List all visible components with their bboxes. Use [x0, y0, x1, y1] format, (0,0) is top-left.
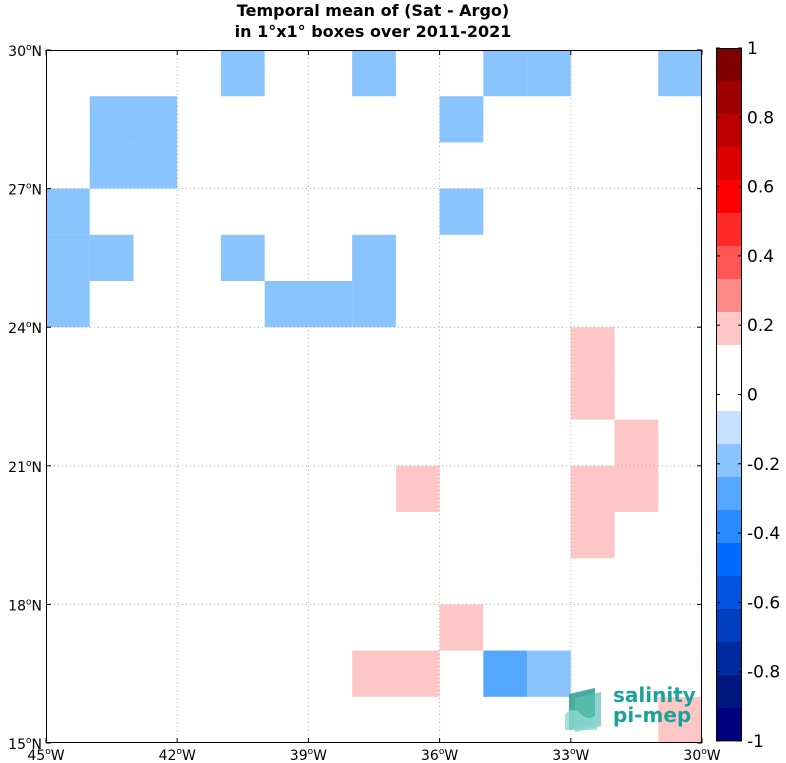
colorbar-label: 0.8: [747, 108, 774, 128]
colorbar-segment: [716, 675, 742, 709]
x-tick-label: 45oW: [27, 747, 64, 763]
heatmap-cell: [352, 281, 396, 328]
heatmap-cell: [439, 96, 484, 143]
colorbar-segment: [716, 411, 742, 445]
colorbar-segment: [716, 279, 742, 313]
colorbar-segment: [716, 576, 742, 610]
colorbar-segment: [716, 444, 742, 478]
y-tick-label: 24oN: [8, 320, 42, 337]
colorbar-label: -0.2: [747, 455, 780, 475]
colorbar-segment: [716, 477, 742, 511]
heatmap-cell: [308, 281, 353, 328]
colorbar-segment: [716, 246, 742, 280]
axis-ticks: 45oW 42oW 39oW 36oW 33oW 30oW 30oN 27oN 24oN 21oN…: [8, 43, 721, 763]
colorbar-label: -0.6: [747, 593, 780, 613]
x-tick-label: 42oW: [159, 747, 196, 763]
heatmap-cell: [46, 234, 90, 281]
heatmap-cell: [46, 281, 90, 328]
heatmap-cell: [264, 281, 309, 328]
heatmap-cell: [395, 465, 440, 512]
heatmap-cell: [658, 50, 702, 97]
colorbar-segment: [716, 180, 742, 214]
colorbar-segment: [716, 609, 742, 643]
chart-title: Temporal mean of (Sat - Argo) in 1°x1° b…: [0, 0, 746, 42]
plot-frame: [46, 50, 702, 743]
heatmap-cell: [220, 234, 265, 281]
heatmap-cell: [89, 234, 134, 281]
colorbar-label: -0.8: [747, 663, 780, 683]
y-tick-label: 18oN: [8, 597, 42, 614]
heatmap-cell: [527, 650, 571, 697]
logo-text-salinity: salinity: [613, 683, 696, 707]
x-tick-label: 36oW: [421, 747, 458, 763]
chart-title-line1: Temporal mean of (Sat - Argo): [236, 1, 510, 20]
heatmap-cell: [352, 234, 396, 281]
grid-lines: [46, 50, 702, 743]
y-tick-label: 30oN: [8, 43, 42, 60]
colorbar-label: -0.4: [747, 524, 780, 544]
heatmap-cell: [614, 419, 659, 466]
heatmap-cell: [527, 50, 571, 97]
heatmap-cell: [133, 96, 178, 143]
colorbar-label: 0.4: [747, 247, 774, 267]
heatmap-cell: [89, 142, 134, 189]
colorbar-label: 0.2: [747, 316, 774, 336]
logo-text-pimep: pi-mep: [613, 703, 692, 727]
heatmap-cell: [395, 650, 440, 697]
y-tick-label: 27oN: [8, 182, 42, 199]
y-tick-label: 15oN: [8, 736, 42, 753]
heatmap-cell: [483, 50, 528, 97]
colorbar-segment: [716, 543, 742, 577]
heatmap-cell: [439, 188, 484, 235]
heatmap-cell: [570, 512, 615, 559]
colorbar-segment: [716, 147, 742, 181]
chart-title-line2: in 1°x1° boxes over 2011-2021: [234, 22, 512, 41]
colorbar-label: -1: [747, 732, 764, 752]
logo-waves-icon: [565, 688, 601, 732]
colorbar-segment: [716, 642, 742, 676]
heatmap-cell: [220, 50, 265, 97]
colorbar-segment: [716, 81, 742, 115]
colorbar-segment: [716, 312, 742, 346]
heatmap-cell: [658, 696, 702, 743]
salinity-pimep-logo: salinity pi-mep: [565, 683, 696, 732]
colorbar-segment: [716, 510, 742, 544]
heatmap-cell: [133, 142, 178, 189]
colorbar-segment: [716, 378, 742, 412]
y-tick-label: 21oN: [8, 459, 42, 476]
heatmap-cell: [483, 650, 528, 697]
heatmap-cell: [570, 373, 615, 420]
heatmap-cells: [46, 50, 702, 743]
x-tick-label: 30oW: [683, 747, 720, 763]
heatmap-cell: [439, 604, 484, 651]
colorbar-segment: [716, 48, 742, 82]
colorbar-label: 0.6: [747, 178, 774, 198]
colorbar-segment: [716, 345, 742, 379]
heatmap-cell: [89, 96, 134, 143]
x-tick-label: 39oW: [290, 747, 327, 763]
colorbar-label: 0: [747, 386, 758, 406]
colorbar-label: 1: [747, 39, 758, 59]
heatmap-cell: [352, 650, 396, 697]
colorbar: 1 0.8 0.6 0.4 0.2 0 -0.2 -0.4 -0.6 -0.8 -1: [716, 39, 780, 752]
x-tick-label: 33oW: [552, 747, 589, 763]
colorbar-segment: [716, 114, 742, 148]
colorbar-segment: [716, 213, 742, 247]
heatmap-cell: [570, 327, 615, 374]
heatmap-cell: [614, 465, 659, 512]
colorbar-segment: [716, 708, 742, 742]
heatmap-cell: [46, 188, 90, 235]
heatmap-cell: [352, 50, 396, 97]
heatmap-cell: [570, 465, 615, 512]
